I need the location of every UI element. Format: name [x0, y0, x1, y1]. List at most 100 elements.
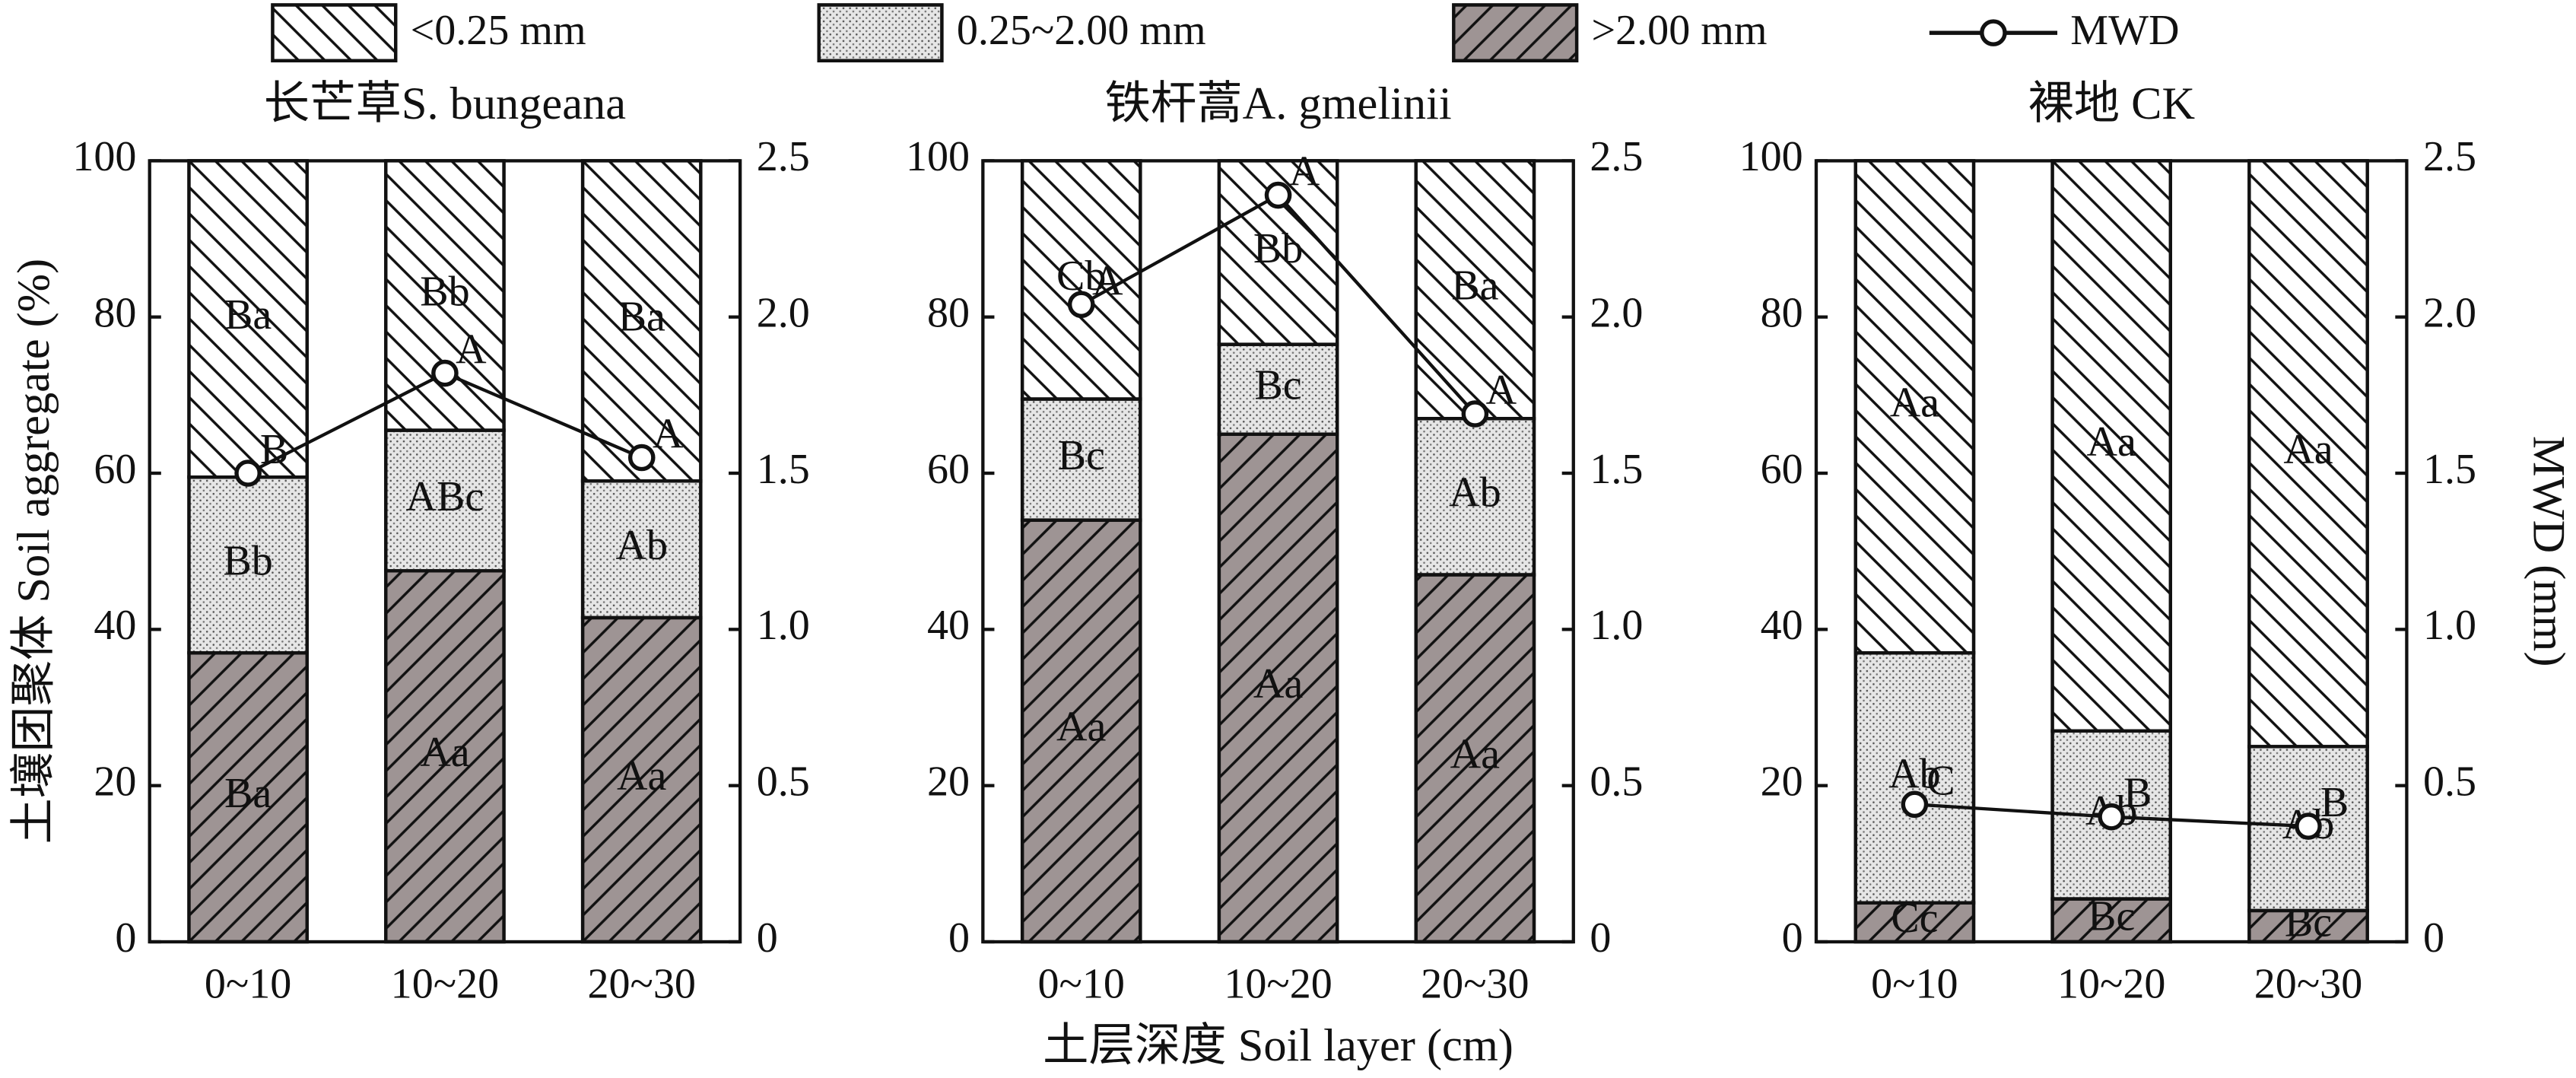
y2-tick-label: 1.5: [757, 446, 810, 493]
y2-tick-label: 2.0: [757, 290, 810, 337]
y2-tick-label: 2.5: [1590, 133, 1643, 180]
bar-hatch: [1414, 416, 1536, 577]
y2-tick-label: 0.5: [2423, 758, 2476, 806]
legend-label: 0.25~2.00 mm: [957, 7, 1206, 54]
significance-letter: Bb: [420, 268, 469, 315]
x-tick-label: 0~10: [1871, 960, 1958, 1007]
mwd-letter: A: [1092, 257, 1123, 304]
mwd-point: [1264, 181, 1292, 209]
significance-letter: Ab: [1449, 469, 1501, 517]
mwd-letter: C: [1926, 757, 1955, 804]
y2-tick-label: 1.0: [2423, 602, 2476, 649]
panel-title: 裸地 CK: [2028, 78, 2195, 129]
y-tick-label: 40: [1761, 602, 1803, 649]
significance-letter: Ab: [1888, 750, 1941, 797]
significance-letter: Aa: [617, 752, 666, 800]
y-tick-label: 20: [94, 758, 136, 806]
significance-letter: Ab: [615, 522, 668, 569]
significance-letter: Aa: [2087, 418, 2136, 466]
y2-tick-label: 0.5: [1590, 758, 1643, 806]
mwd-point: [1461, 400, 1489, 428]
bar-hatch: [580, 159, 703, 483]
legend-label: MWD: [2070, 7, 2179, 54]
significance-letter: Ba: [224, 291, 272, 339]
x-axis-title: 土层深度 Soil layer (cm): [1043, 1020, 1514, 1071]
y2-tick-label: 1.0: [757, 602, 810, 649]
y-tick-label: 0: [115, 914, 136, 962]
legend-label: <0.25 mm: [411, 7, 586, 54]
mwd-point: [2295, 812, 2322, 840]
significance-letter: Aa: [1056, 704, 1106, 751]
significance-letter: Aa: [1253, 660, 1303, 708]
y-tick-label: 60: [927, 446, 970, 493]
mwd-point: [627, 444, 656, 472]
significance-letter: ABc: [406, 473, 484, 520]
bar-hatch: [580, 479, 703, 620]
y2-tick-label: 0: [757, 914, 778, 962]
y2-axis-title: MWD (mm): [2524, 436, 2574, 667]
y2-tick-label: 2.5: [2423, 133, 2476, 180]
mwd-letter: A: [1486, 367, 1517, 414]
plot-frame: [1814, 159, 2409, 944]
y-tick-label: 20: [927, 758, 970, 806]
y-tick-label: 100: [72, 133, 136, 180]
y-tick-label: 80: [1761, 290, 1803, 337]
legend-hatch: [817, 3, 944, 62]
legend-hatch: [1452, 3, 1579, 62]
mwd-letter: A: [456, 326, 487, 374]
significance-letter: Aa: [420, 729, 469, 776]
significance-letter: Ba: [618, 294, 665, 341]
x-tick-label: 0~10: [1038, 960, 1125, 1007]
significance-letter: Ba: [1451, 262, 1498, 310]
y-tick-label: 40: [927, 602, 970, 649]
y2-tick-label: 1.5: [2423, 446, 2476, 493]
plot-frame: [148, 159, 742, 944]
y-tick-label: 100: [1739, 133, 1803, 180]
mwd-point: [1901, 790, 1929, 819]
y2-tick-label: 0: [2423, 914, 2444, 962]
y2-tick-label: 0.5: [757, 758, 810, 806]
x-tick-label: 20~30: [587, 960, 695, 1007]
bar-hatch: [1853, 650, 1976, 905]
y-tick-label: 80: [94, 290, 136, 337]
mwd-point: [1067, 291, 1095, 319]
bar-hatch: [2050, 159, 2173, 733]
bar-hatch: [187, 475, 309, 655]
y-tick-label: 80: [927, 290, 970, 337]
y-tick-label: 60: [94, 446, 136, 493]
y-axis-title: 土壤团聚体 Soil aggregate (%): [8, 259, 59, 844]
mwd-letter: B: [2123, 770, 2152, 817]
plot-frame: [981, 159, 1575, 944]
bar-hatch: [1414, 573, 1536, 944]
significance-letter: Bc: [2088, 893, 2135, 940]
bar-hatch: [1853, 901, 1976, 944]
bar-hatch: [2247, 159, 2369, 749]
x-tick-label: 10~20: [391, 960, 499, 1007]
significance-letter: Bb: [1253, 225, 1303, 272]
y-tick-label: 20: [1761, 758, 1803, 806]
mwd-letter: A: [653, 410, 684, 457]
x-tick-label: 10~20: [2057, 960, 2165, 1007]
y-tick-label: 0: [1782, 914, 1803, 962]
x-tick-label: 0~10: [205, 960, 291, 1007]
panel-title: 长芒草S. bungeana: [264, 78, 626, 129]
bar-hatch: [2247, 908, 2369, 944]
y2-tick-label: 2.5: [757, 133, 810, 180]
y-tick-label: 60: [1761, 446, 1803, 493]
legend-label: >2.00 mm: [1592, 7, 1768, 54]
x-tick-label: 10~20: [1224, 960, 1332, 1007]
y2-tick-label: 2.0: [1590, 290, 1643, 337]
significance-letter: Aa: [1890, 380, 1939, 427]
y2-tick-label: 0: [1590, 914, 1611, 962]
x-tick-label: 20~30: [1421, 960, 1529, 1007]
bar-hatch: [1020, 518, 1142, 944]
bar-hatch: [384, 428, 506, 573]
bar-hatch: [1217, 432, 1339, 944]
y-tick-label: 0: [948, 914, 970, 962]
mwd-point: [431, 359, 459, 387]
legend-marker: [1980, 19, 2007, 46]
mwd-point: [234, 460, 262, 487]
mwd-letter: A: [1289, 148, 1320, 196]
